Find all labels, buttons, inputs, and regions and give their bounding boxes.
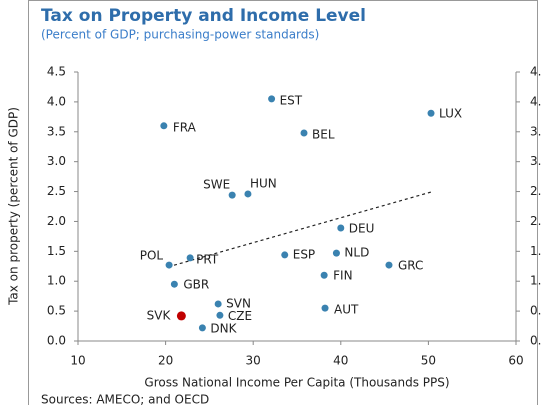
point: [198, 324, 206, 332]
source: Sources: AMECO; and OECD: [41, 393, 209, 405]
y-tick-label: 2.5: [47, 184, 66, 198]
point-label: POL: [140, 249, 164, 263]
x-tick-label: 30: [246, 354, 261, 368]
x-tick-label: 50: [421, 354, 436, 368]
point: [385, 261, 393, 269]
point: [186, 254, 194, 262]
y2-tick-label: 3.0: [530, 154, 542, 168]
point: [228, 191, 236, 199]
point-label: AUT: [334, 303, 359, 317]
y2-tick-label: 4.0: [530, 94, 542, 108]
y-tick-label: 1.5: [47, 244, 66, 258]
y-tick-label: 1.0: [47, 274, 66, 288]
point: [214, 300, 222, 308]
frame: [28, 0, 538, 405]
point-label: HUN: [250, 176, 277, 190]
point-label: GRC: [398, 259, 423, 273]
point: [321, 304, 329, 312]
point: [244, 190, 252, 198]
point: [427, 109, 435, 117]
point-label: BEL: [312, 127, 335, 141]
point-label: CZE: [228, 309, 252, 323]
y2-tick-label: 2.5: [530, 184, 542, 198]
x-tick-label: 40: [333, 354, 348, 368]
y2-tick-label: 1.5: [530, 244, 542, 258]
point-label: SVN: [226, 296, 251, 310]
y2-tick-label: 0.5: [530, 304, 542, 318]
point: [337, 224, 345, 232]
y-tick-label: 3.5: [47, 124, 66, 138]
point-label: PRT: [196, 252, 219, 266]
point: [160, 122, 168, 130]
x-tick-label: 10: [70, 354, 85, 368]
y2-tick-label: 3.5: [530, 124, 542, 138]
point: [176, 311, 186, 321]
point-label: FIN: [333, 269, 352, 283]
point: [268, 95, 276, 103]
point: [281, 251, 289, 259]
y2-tick-label: 2.0: [530, 214, 542, 228]
point-label: LUX: [439, 107, 462, 121]
point: [216, 311, 224, 319]
y-tick-label: 0.0: [47, 334, 66, 348]
chart-title: Tax on Property and Income Level: [41, 6, 366, 26]
y-axis-label: Tax on property (percent of GDP): [7, 107, 21, 306]
point-label: ESP: [293, 247, 315, 261]
chart-subtitle: (Percent of GDP; purchasing-power standa…: [41, 28, 319, 42]
y2-tick-label: 1.0: [530, 274, 542, 288]
y2-tick-label: 4.5: [530, 65, 542, 79]
y2-tick-label: 0.0: [530, 334, 542, 348]
point: [165, 261, 173, 269]
y-tick-label: 3.0: [47, 154, 66, 168]
point: [332, 249, 340, 257]
point-label: FRA: [173, 120, 197, 134]
x-axis-label: Gross National Income Per Capita (Thousa…: [144, 376, 449, 390]
point-label: GBR: [183, 278, 209, 292]
trend-line: [168, 190, 433, 268]
y-tick-label: 2.0: [47, 214, 66, 228]
point: [170, 280, 178, 288]
point-label: SWE: [203, 178, 230, 192]
y-tick-label: 4.0: [47, 94, 66, 108]
point: [320, 271, 328, 279]
point-label: NLD: [344, 246, 369, 260]
point-label: DNK: [210, 321, 237, 335]
y-tick-label: 4.5: [47, 65, 66, 79]
point: [300, 129, 308, 137]
x-tick-label: 20: [158, 354, 173, 368]
point-label: EST: [280, 93, 303, 107]
point-label: SVK: [147, 308, 172, 322]
y-tick-label: 0.5: [47, 304, 66, 318]
point-label: DEU: [349, 222, 375, 236]
x-tick-label: 60: [508, 354, 523, 368]
